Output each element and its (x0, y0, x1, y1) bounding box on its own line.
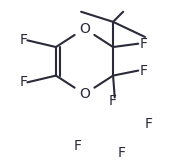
Text: F: F (140, 37, 148, 51)
Text: F: F (144, 117, 152, 131)
Text: F: F (109, 94, 117, 108)
Text: O: O (79, 87, 90, 101)
Text: O: O (79, 22, 90, 36)
Text: F: F (74, 139, 82, 153)
Text: F: F (20, 75, 28, 89)
Text: F: F (20, 33, 28, 47)
Text: F: F (140, 64, 148, 78)
Text: F: F (117, 146, 125, 160)
